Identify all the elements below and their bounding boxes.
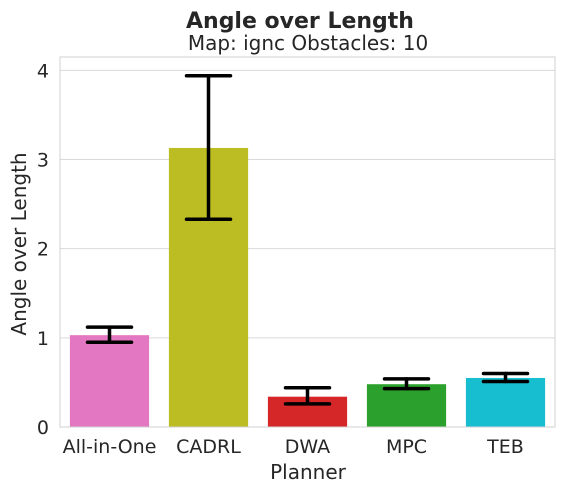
x-tick-labels: All-in-One CADRL DWA MPC TEB bbox=[63, 436, 524, 458]
bar bbox=[366, 384, 447, 427]
x-axis-label: Planner bbox=[270, 460, 347, 484]
bars bbox=[69, 147, 546, 427]
x-tick-label: TEB bbox=[486, 436, 524, 458]
x-tick-label: CADRL bbox=[176, 436, 241, 458]
plot-frame bbox=[59, 56, 556, 428]
y-tick-label: 3 bbox=[37, 150, 49, 172]
y-tick-label: 2 bbox=[37, 239, 49, 261]
x-tick-label: All-in-One bbox=[63, 436, 157, 458]
x-tick-label: DWA bbox=[285, 436, 330, 458]
chart-title: Angle over Length bbox=[186, 9, 414, 34]
y-tick-labels: 0 1 2 3 4 bbox=[37, 60, 49, 439]
bar bbox=[465, 377, 546, 427]
y-tick-label: 4 bbox=[37, 60, 49, 82]
y-tick-label: 0 bbox=[37, 417, 49, 439]
bar bbox=[69, 335, 150, 427]
y-axis-label: Angle over Length bbox=[7, 152, 31, 335]
y-tick-label: 1 bbox=[37, 328, 49, 350]
chart-subtitle: Map: ignc Obstacles: 10 bbox=[188, 31, 428, 55]
error-bars bbox=[85, 73, 530, 406]
x-tick-label: MPC bbox=[386, 436, 427, 458]
